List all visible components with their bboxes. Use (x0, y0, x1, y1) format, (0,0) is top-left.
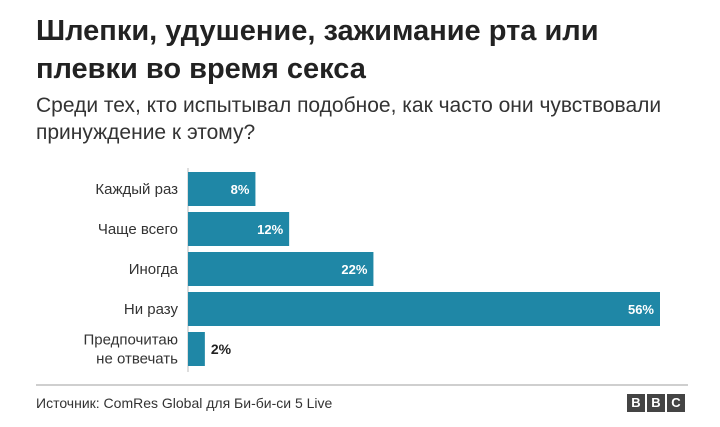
bar (188, 212, 290, 246)
bar-chart: Каждый раз 8% Чаще всего 12% Иногда 22% Ни раз… (83, 168, 660, 372)
category-label: Каждый раз (95, 181, 178, 198)
value-label: 56% (628, 302, 654, 317)
source-note: Источник: ComRes Global для Би-би-си 5 L… (36, 395, 333, 411)
category-label: Чаще всего (98, 221, 178, 238)
category-label: Иногда (129, 261, 179, 278)
bbc-logo: B B C (627, 394, 685, 412)
bar (188, 332, 205, 366)
value-label: 2% (211, 341, 232, 357)
value-label: 8% (231, 182, 250, 197)
bar (188, 172, 256, 206)
value-label: 22% (341, 262, 367, 277)
bar (188, 292, 660, 326)
category-label: Предпочитаю не отвечать (83, 332, 178, 368)
logo-letter: B (627, 394, 645, 412)
value-label: 12% (257, 222, 283, 237)
logo-letter: C (667, 394, 685, 412)
footer-divider (36, 384, 688, 386)
chart-subtitle: Среди тех, кто испытывал подобное, как ч… (36, 94, 662, 144)
chart-title: Шлепки, удушение, зажимание рта или плев… (36, 15, 599, 85)
logo-letter: B (647, 394, 665, 412)
category-label: Ни разу (124, 301, 179, 318)
bar (188, 252, 374, 286)
